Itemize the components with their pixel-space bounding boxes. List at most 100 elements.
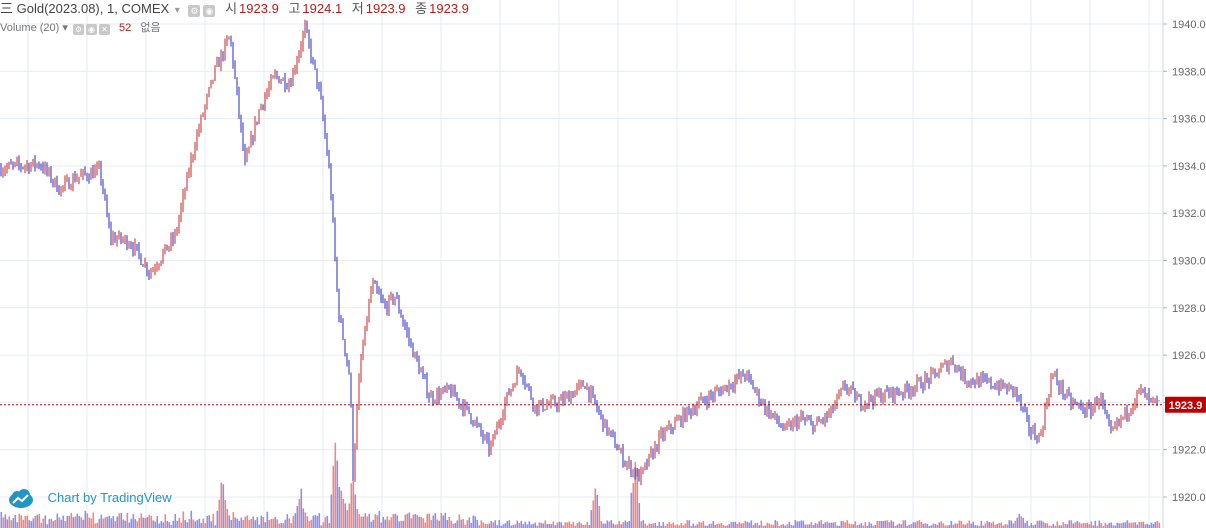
volume-bar: [514, 524, 517, 528]
volume-bar: [256, 517, 259, 528]
volume-bar: [674, 525, 677, 528]
volume-bar: [604, 523, 607, 528]
volume-bar: [842, 521, 845, 528]
volume-bar: [288, 518, 291, 528]
volume-bar: [950, 520, 953, 528]
volume-bar: [730, 521, 733, 528]
volume-bar: [408, 512, 411, 528]
volume-bar: [702, 520, 705, 528]
volume-bar: [184, 519, 187, 528]
volume-bar: [1142, 521, 1145, 528]
volume-bar: [34, 515, 37, 528]
visibility-icon[interactable]: ◉: [203, 5, 216, 17]
chevron-down-icon[interactable]: ▾: [174, 5, 180, 16]
interval-label[interactable]: 1: [107, 1, 115, 16]
volume-bar: [68, 515, 71, 528]
volume-bar: [1136, 524, 1139, 528]
visibility-icon[interactable]: ◉: [85, 24, 97, 35]
volume-bar: [1086, 522, 1089, 528]
volume-bar: [180, 522, 183, 528]
volume-bar: [776, 521, 779, 528]
volume-bar: [246, 515, 249, 528]
volume-bar: [1134, 522, 1137, 528]
volume-bar: [772, 524, 775, 528]
volume-bar: [212, 514, 215, 528]
volume-bar: [1076, 520, 1079, 528]
volume-bar: [606, 520, 609, 528]
volume-bar: [810, 522, 813, 528]
grid-layer: [0, 0, 1162, 528]
volume-bar: [498, 520, 501, 528]
volume-bar: [56, 513, 59, 528]
volume-bar: [824, 522, 827, 528]
volume-bar: [832, 522, 835, 528]
volume-bar: [174, 513, 177, 528]
volume-bar: [398, 521, 401, 528]
volume-bar: [926, 523, 929, 528]
volume-bar: [470, 522, 473, 528]
volume-bar: [134, 519, 137, 528]
volume-bar: [484, 523, 487, 528]
volume-bar: [896, 524, 899, 528]
chevron-down-icon[interactable]: ▾: [62, 22, 68, 34]
volume-bar: [1132, 522, 1135, 528]
volume-bar: [916, 520, 919, 528]
volume-bar: [696, 524, 699, 528]
price-axis[interactable]: 1920.01922.01924.01926.01928.01930.01932…: [1162, 0, 1206, 528]
volume-bar: [454, 523, 457, 528]
volume-bar: [592, 500, 595, 528]
volume-bar: [882, 521, 885, 528]
volume-bar: [1148, 524, 1151, 528]
volume-bar: [576, 523, 579, 528]
volume-bar: [760, 520, 763, 528]
volume-bar: [162, 522, 165, 528]
volume-bar: [764, 525, 767, 528]
series-legend: 三 Gold(2023.08), 1, COMEX ▾ ⚙ ◉ 시 1923.9 고…: [0, 1, 469, 17]
volume-bar: [118, 513, 121, 528]
volume-bar: [522, 524, 525, 528]
volume-bar: [422, 518, 425, 528]
volume-bar: [1024, 523, 1027, 528]
volume-bar: [1114, 525, 1117, 528]
y-tick-label: 1930.0: [1172, 256, 1206, 268]
settings-icon[interactable]: ⚙: [188, 5, 201, 17]
volume-bar: [272, 518, 275, 528]
volume-bar: [352, 481, 355, 528]
volume-bar: [1080, 523, 1083, 528]
volume-bar: [254, 520, 257, 528]
volume-bar: [1058, 525, 1061, 528]
tradingview-branding[interactable]: Chart by TradingView: [8, 487, 172, 509]
volume-bar: [1016, 517, 1019, 528]
volume-bar: [1108, 522, 1111, 528]
volume-bar: [680, 522, 683, 528]
volume-bar: [78, 515, 81, 528]
symbol-menu-icon[interactable]: 三: [0, 1, 14, 16]
volume-bar: [992, 521, 995, 528]
settings-icon[interactable]: ⚙: [72, 24, 84, 35]
volume-bar: [358, 514, 361, 528]
volume-bar: [550, 524, 553, 528]
volume-bar: [744, 520, 747, 528]
volume-bar: [672, 522, 675, 528]
volume-bar: [238, 520, 241, 528]
volume-bar: [816, 523, 819, 528]
volume-bar: [856, 525, 859, 528]
symbol-name[interactable]: Gold(2023.08): [16, 1, 100, 16]
volume-bar: [806, 524, 809, 528]
volume-bar: [472, 515, 475, 528]
volume-bar: [370, 521, 373, 528]
volume-bar: [782, 524, 785, 528]
volume-bar: [404, 514, 407, 528]
volume-label[interactable]: Volume (20): [0, 22, 60, 34]
volume-bar: [350, 483, 353, 528]
volume-bar: [678, 525, 681, 528]
volume-bar: [306, 516, 309, 528]
volume-bar: [382, 516, 385, 528]
close-icon[interactable]: ✕: [98, 24, 110, 35]
y-tick-label: 1922.0: [1172, 445, 1206, 457]
volume-bar: [1030, 523, 1033, 528]
volume-bars: [0, 442, 1161, 528]
volume-bar: [32, 518, 35, 528]
volume-bar: [1022, 517, 1025, 528]
